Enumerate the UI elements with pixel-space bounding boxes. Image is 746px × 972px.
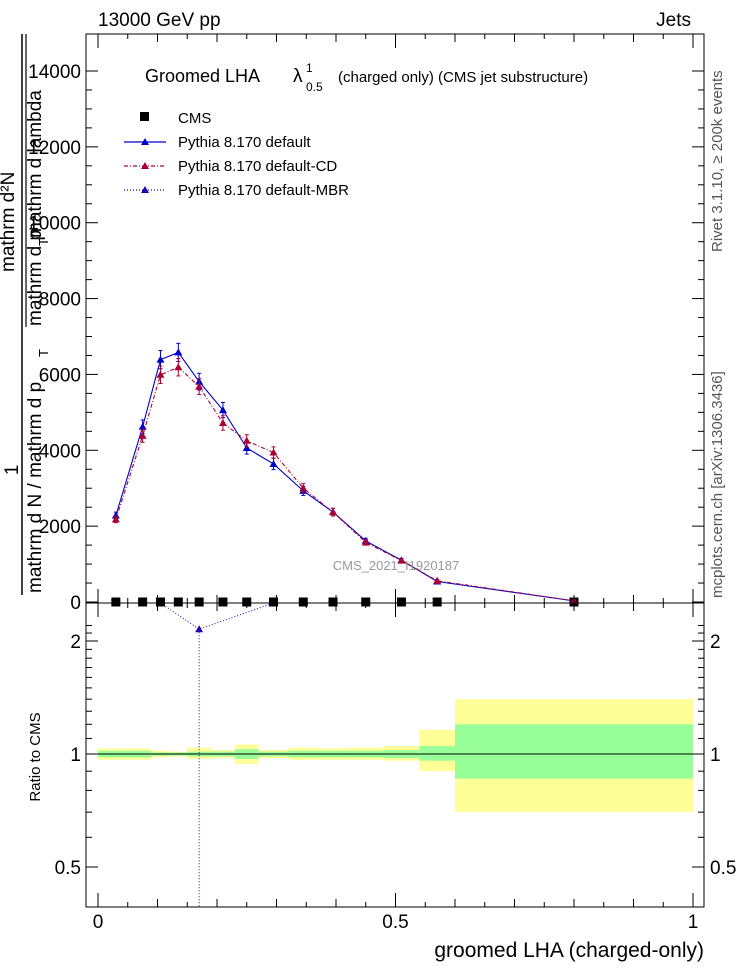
ylabel-numerator: mathrm d²N xyxy=(0,172,19,272)
ratio-lines-layer xyxy=(98,602,693,907)
ratio-ytick-label-0: 0.5 xyxy=(55,858,81,879)
ylabel-one: 1 xyxy=(2,465,23,476)
legend-default-marker xyxy=(141,138,149,145)
cms-point-8 xyxy=(298,597,308,607)
series-1-point-0 xyxy=(111,511,120,519)
ylabel-dp-sub: T xyxy=(36,238,51,246)
series-2-point-7 xyxy=(269,448,278,456)
ratio-ytick-label-1: 1 xyxy=(70,745,81,766)
cms-point-4 xyxy=(194,597,204,607)
series-2-point-12 xyxy=(433,576,442,584)
cms-point-7 xyxy=(269,597,279,607)
series-2-point-4 xyxy=(195,382,204,390)
cms-point-3 xyxy=(173,597,183,607)
series-2-point-3 xyxy=(174,363,183,371)
cms-point-12 xyxy=(432,597,442,607)
series-2-point-10 xyxy=(361,538,370,546)
legend-cms-marker xyxy=(140,112,149,121)
ratio-xtick-label-2: 1 xyxy=(688,912,699,933)
ratio-ytick-label-right-0: 0.5 xyxy=(710,858,736,879)
title-subscript: 0.5 xyxy=(306,80,323,94)
ratio-uncertainty-bands xyxy=(98,699,693,813)
series-2-point-0 xyxy=(111,515,120,523)
legend-cd-marker xyxy=(141,162,149,169)
series-2-point-9 xyxy=(329,508,338,516)
series-line-1 xyxy=(115,351,575,602)
main-ytick-label-4: 8000 xyxy=(39,290,81,311)
series-2-point-1 xyxy=(138,431,147,439)
cms-point-9 xyxy=(328,597,338,607)
ratio-band-inner-12 xyxy=(455,724,693,779)
ratio-ylabel: Ratio to CMS xyxy=(27,712,44,801)
ratio-ytick-label-right-1: 1 xyxy=(710,745,721,766)
title-lambda: λ xyxy=(293,66,303,87)
series-1-point-1 xyxy=(138,422,147,430)
ratio-mbr-line xyxy=(160,602,274,630)
cms-point-2 xyxy=(155,597,165,607)
series-1-point-5 xyxy=(218,406,227,414)
cms-point-11 xyxy=(396,597,406,607)
series-1-point-3 xyxy=(174,348,183,356)
main-ytick-label-0: 0 xyxy=(70,593,81,614)
rivet-version-label: Rivet 3.1.10, ≥ 200k events xyxy=(709,70,726,252)
title-superscript: 1 xyxy=(306,61,313,75)
header-left: 13000 GeV pp xyxy=(98,10,221,31)
ratio-band-inner-11 xyxy=(419,746,455,761)
ylabel-dlambda: mathrm d lambda xyxy=(25,90,46,238)
main-ytick-label-1: 2000 xyxy=(39,517,81,538)
x-axis-label: groomed LHA (charged-only) xyxy=(434,939,704,962)
ylabel-denominator-sub: T xyxy=(36,349,51,357)
series-line-2 xyxy=(115,366,575,602)
title-main: Groomed LHA xyxy=(145,66,260,86)
legend-mbr-label: Pythia 8.170 default-MBR xyxy=(178,182,349,199)
series-1-point-6 xyxy=(242,444,251,452)
mcplots-label: mcplots.cern.ch [arXiv:1306.3436] xyxy=(709,371,726,598)
cms-point-1 xyxy=(138,597,148,607)
main-ytick-label-7: 14000 xyxy=(28,62,81,83)
ylabel-dp: mathrm d p xyxy=(25,230,46,326)
ratio-xtick-label-1: 0.5 xyxy=(382,912,408,933)
main-ytick-label-3: 6000 xyxy=(39,365,81,386)
main-ylabel: 1 mathrm d N / mathrm d p T mathrm d²N m… xyxy=(0,34,51,595)
series-2-point-11 xyxy=(397,556,406,564)
plot-title: Groomed LHA λ 1 0.5 (charged only) (CMS … xyxy=(145,61,588,94)
series-2-point-8 xyxy=(299,484,308,492)
ratio-ytick-label-2: 2 xyxy=(70,632,81,653)
main-ytick-label-5: 10000 xyxy=(28,214,81,235)
legend-default-label: Pythia 8.170 default xyxy=(178,134,311,151)
legend-cd-label: Pythia 8.170 default-CD xyxy=(178,158,337,175)
title-rest: (charged only) (CMS jet substructure) xyxy=(338,69,588,86)
ratio-xtick-label-0: 0 xyxy=(93,912,104,933)
series-2-point-6 xyxy=(242,436,251,444)
cms-point-0 xyxy=(111,597,121,607)
legend-mbr-marker xyxy=(141,186,149,193)
cms-point-5 xyxy=(218,597,228,607)
ratio-mbr-point xyxy=(195,625,204,633)
main-ytick-label-2: 4000 xyxy=(39,441,81,462)
legend: CMS Pythia 8.170 default Pythia 8.170 de… xyxy=(124,110,349,199)
legend-cms-label: CMS xyxy=(178,110,211,127)
ylabel-denominator: mathrm d N / mathrm d p xyxy=(25,382,46,593)
header-right: Jets xyxy=(656,10,691,31)
series-1-point-7 xyxy=(269,459,278,467)
series-2-point-2 xyxy=(156,370,165,378)
analysis-watermark: CMS_2021_I1920187 xyxy=(333,558,460,573)
axes-layer: 0 2000 4000 6000 8000 10000 12000 14000 0 0.5 1 0.5… xyxy=(28,33,736,933)
series-2-point-5 xyxy=(218,418,227,426)
series-1-point-2 xyxy=(156,355,165,363)
ratio-ytick-label-right-2: 2 xyxy=(710,632,721,653)
main-ytick-label-6: 12000 xyxy=(28,138,81,159)
